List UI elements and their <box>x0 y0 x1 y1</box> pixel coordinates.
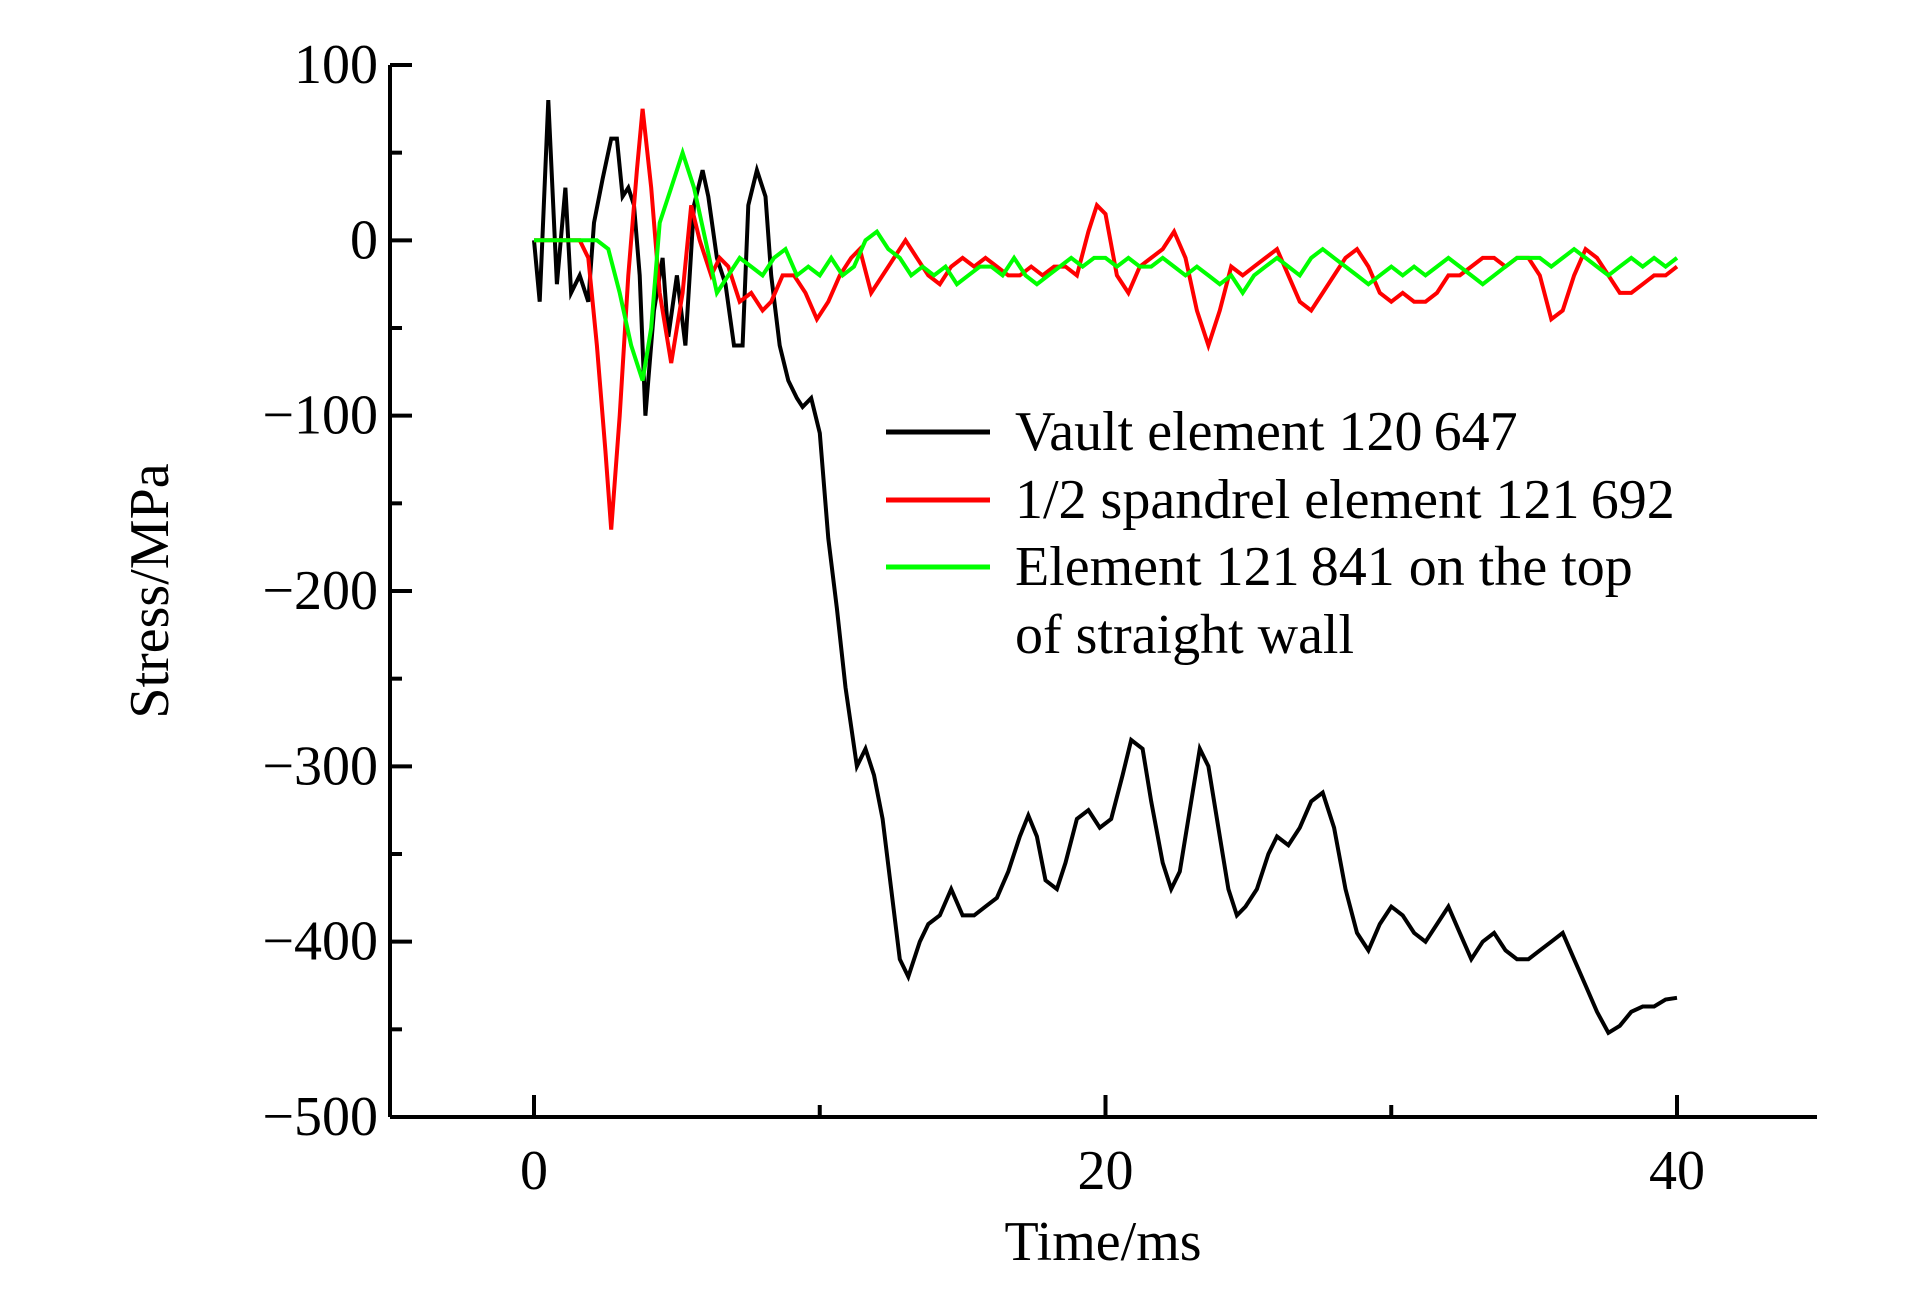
y-ticks: 100 0 −100 −200 −300 −400 −500 <box>262 34 412 1148</box>
plot-lines <box>532 100 1679 1036</box>
series-line-1 <box>532 100 1678 1036</box>
x-ticks: 0 20 40 <box>520 1095 1705 1202</box>
x-tick-label: 40 <box>1649 1140 1705 1202</box>
y-tick-label: −100 <box>262 385 378 447</box>
y-tick-label: −200 <box>262 560 378 622</box>
y-tick-label: 100 <box>294 34 378 96</box>
x-axis-title: Time/ms <box>1004 1211 1201 1273</box>
legend-label-3: Element 121 841 on the top of straight wa… <box>1015 536 1633 666</box>
legend-label-1: Vault element 120 647 <box>1015 401 1518 463</box>
y-tick-label: 0 <box>350 209 378 271</box>
x-tick-label: 20 <box>1078 1140 1134 1202</box>
series-line-3 <box>534 146 1679 382</box>
y-axis-title: Stress/MPa <box>119 463 181 718</box>
y-tick-label: −500 <box>262 1086 378 1148</box>
series-line-2 <box>534 108 1679 530</box>
x-tick-label: 0 <box>520 1140 548 1202</box>
axes: 100 0 −100 −200 −300 −400 −500 0 20 40 <box>262 34 1817 1202</box>
legend-label-2: 1/2 spandrel element 121 692 <box>1015 469 1675 531</box>
y-tick-label: −400 <box>262 911 378 973</box>
y-tick-label: −300 <box>262 735 378 797</box>
